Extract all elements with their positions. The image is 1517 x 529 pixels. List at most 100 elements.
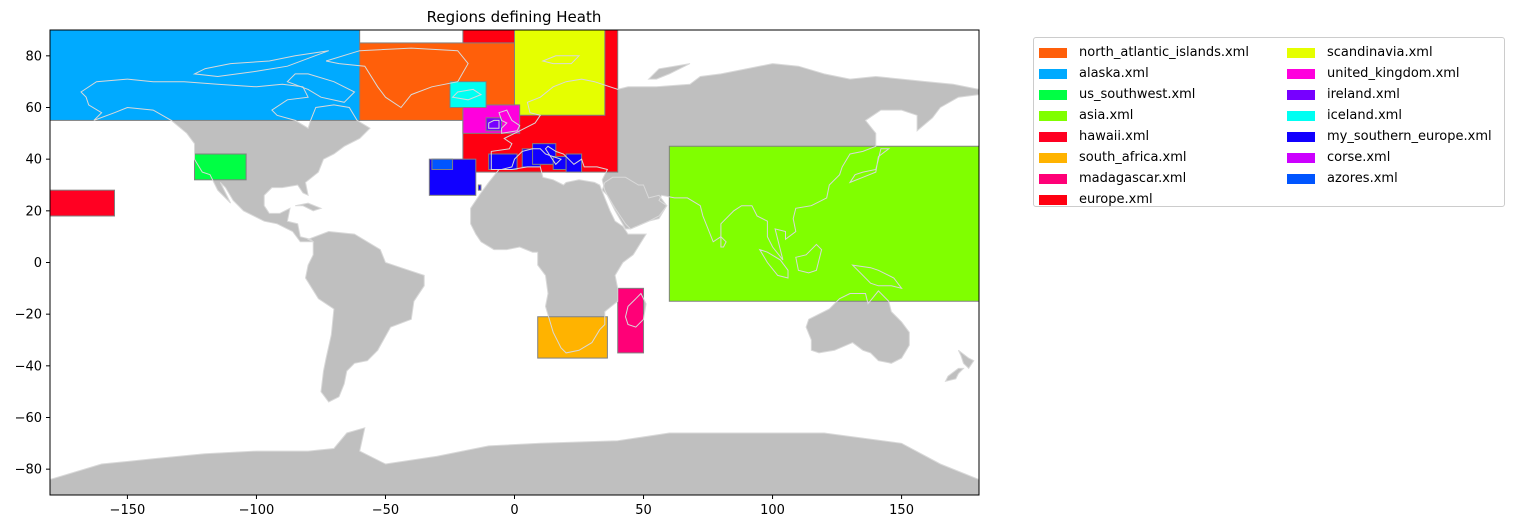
y-tick-label: −60	[15, 411, 42, 426]
coastline-south-america	[304, 230, 425, 403]
region-box-hawaii	[50, 189, 116, 217]
legend-item: hawaii.xml	[1039, 126, 1249, 147]
legend-label: my_southern_europe.xml	[1327, 129, 1492, 144]
coastline-baffin	[286, 73, 356, 103]
legend: north_atlantic_islands.xml alaska.xml us_s…	[1033, 37, 1505, 207]
legend-label: alaska.xml	[1079, 66, 1149, 81]
legend-label: south_africa.xml	[1079, 150, 1187, 165]
legend-swatch	[1287, 89, 1315, 100]
landmass-cuba	[295, 203, 321, 211]
coastline-great-britain	[498, 109, 521, 134]
legend-label: madagascar.xml	[1079, 171, 1187, 186]
legend-label: ireland.xml	[1327, 87, 1400, 102]
landmass-new-zealand-n	[958, 350, 974, 369]
y-tick-label: 60	[25, 101, 42, 116]
coastline-arabia	[601, 176, 668, 230]
legend-swatch	[1039, 89, 1067, 100]
legend-swatch	[1287, 173, 1315, 184]
coastline-new-guinea	[851, 264, 903, 290]
coastline-madagascar	[624, 292, 647, 328]
legend-item: my_southern_europe.xml	[1287, 126, 1492, 147]
landmass-arabia	[602, 177, 667, 229]
legend-label: north_atlantic_islands.xml	[1079, 45, 1249, 60]
landmass-antarctica	[50, 427, 979, 495]
legend-item: alaska.xml	[1039, 63, 1249, 84]
legend-item: asia.xml	[1039, 105, 1249, 126]
region-box-us-southwest	[194, 153, 247, 181]
legend-item: iceland.xml	[1287, 105, 1492, 126]
x-tick-label: −150	[110, 503, 146, 518]
coastline-australia	[805, 290, 910, 364]
legend-label: united_kingdom.xml	[1327, 66, 1460, 81]
chart-title: Regions defining Heath	[427, 8, 602, 26]
landmass-south-america	[305, 231, 425, 402]
region-box-madagascar	[617, 287, 645, 354]
x-tick-label: 50	[635, 503, 652, 518]
legend-swatch	[1039, 68, 1067, 79]
coastline-ireland	[488, 119, 500, 129]
y-tick-label: −40	[15, 359, 42, 374]
coastline-japan	[848, 148, 891, 184]
legend-label: hawaii.xml	[1079, 129, 1150, 144]
legend-swatch	[1287, 68, 1315, 79]
region-box-southern-europe-part-1	[488, 153, 518, 170]
legend-label: europe.xml	[1079, 192, 1153, 207]
y-tick-label: −20	[15, 308, 42, 323]
y-tick-label: 20	[25, 204, 42, 219]
coastline-cuba	[295, 202, 323, 212]
y-tick-label: 40	[25, 153, 42, 168]
legend-label: us_southwest.xml	[1079, 87, 1196, 102]
legend-column-1: north_atlantic_islands.xml alaska.xml us_s…	[1039, 42, 1249, 210]
y-tick-label: 80	[25, 49, 42, 64]
x-tick-label: −100	[239, 503, 275, 518]
coastline-new-zealand-n	[957, 349, 975, 370]
legend-swatch	[1039, 131, 1067, 142]
legend-item: europe.xml	[1039, 189, 1249, 210]
legend-label: scandinavia.xml	[1327, 45, 1433, 60]
region-box-southern-europe-part-3	[532, 143, 557, 165]
landmass-africa	[470, 166, 647, 353]
x-tick-label: 150	[889, 503, 914, 518]
y-tick-label: 0	[34, 256, 42, 271]
region-layer	[50, 30, 979, 359]
y-tick-label: −80	[15, 463, 42, 478]
landmass-novaya-zemlya	[648, 63, 690, 80]
coastline-iceland	[451, 88, 483, 101]
legend-item: corse.xml	[1287, 147, 1492, 168]
coastline-layer	[50, 47, 979, 495]
legend-swatch	[1287, 152, 1315, 163]
coastline-north-america	[80, 78, 371, 243]
coastline-svalbard	[541, 55, 581, 65]
legend-swatch	[1287, 131, 1315, 142]
coastline-sri-lanka	[720, 235, 727, 248]
x-tick-label: −50	[372, 503, 399, 518]
coastline-borneo	[795, 243, 823, 274]
x-tick-label: 100	[760, 503, 785, 518]
legend-item: united_kingdom.xml	[1287, 63, 1492, 84]
coastline-novaya-zemlya	[647, 63, 691, 80]
legend-swatch	[1039, 173, 1067, 184]
region-box-southern-europe-part-6	[477, 184, 482, 191]
region-box-ireland	[485, 117, 503, 132]
coastline-antarctica	[50, 427, 979, 495]
legend-swatch	[1039, 152, 1067, 163]
legend-label: corse.xml	[1327, 150, 1391, 165]
legend-swatch	[1039, 47, 1067, 58]
legend-label: iceland.xml	[1327, 108, 1402, 123]
legend-swatch	[1039, 194, 1067, 205]
legend-swatch	[1287, 110, 1315, 121]
legend-swatch	[1287, 47, 1315, 58]
landmass-australia	[806, 290, 910, 364]
legend-label: asia.xml	[1079, 108, 1134, 123]
coastline-greenland	[325, 47, 469, 109]
x-tick-label: 0	[510, 503, 518, 518]
coastline-arctic-islands	[192, 50, 329, 78]
legend-label: azores.xml	[1327, 171, 1398, 186]
region-box-azores	[431, 158, 454, 171]
legend-item: north_atlantic_islands.xml	[1039, 42, 1249, 63]
legend-item: azores.xml	[1287, 168, 1492, 189]
legend-item: us_southwest.xml	[1039, 84, 1249, 105]
legend-item: south_africa.xml	[1039, 147, 1249, 168]
